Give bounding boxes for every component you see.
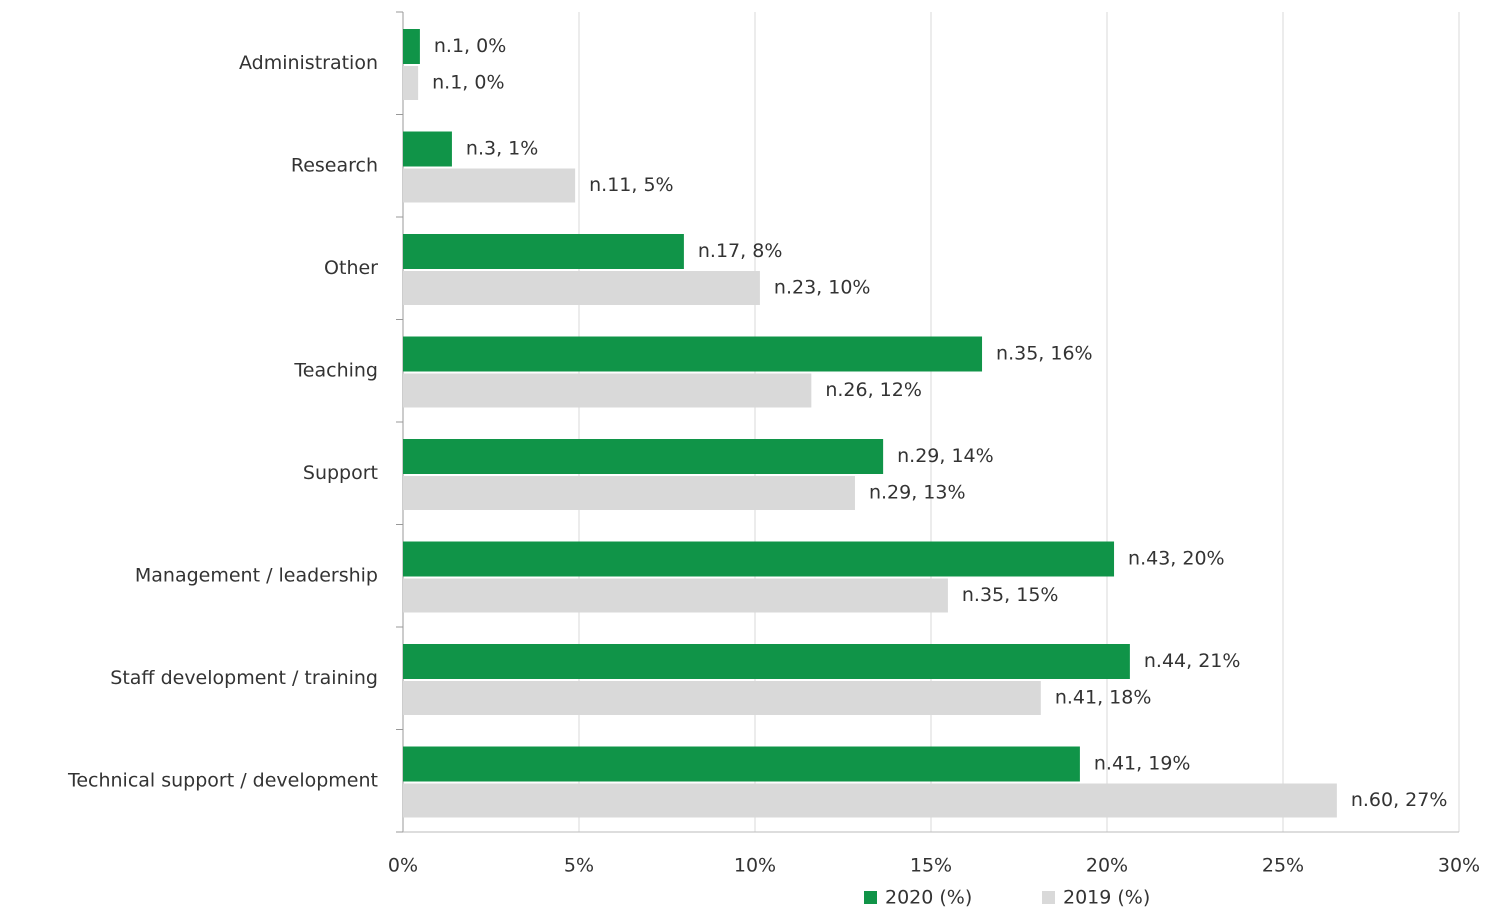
data-label: n.35, 16% xyxy=(996,343,1093,365)
legend-swatch xyxy=(1042,891,1055,904)
bar xyxy=(403,476,855,510)
bar xyxy=(403,271,760,305)
data-label: n.17, 8% xyxy=(698,240,782,262)
bar xyxy=(403,168,576,203)
bar xyxy=(403,29,420,64)
x-tick-label: 20% xyxy=(1086,855,1128,877)
legend-swatch xyxy=(864,891,877,904)
y-tick-label: Research xyxy=(291,154,378,176)
bar xyxy=(403,66,419,100)
y-tick-label: Staff development / training xyxy=(110,667,378,689)
bar xyxy=(403,234,684,269)
data-label: n.1, 0% xyxy=(434,35,506,57)
x-tick-label: 25% xyxy=(1262,855,1304,877)
legend-label: 2020 (%) xyxy=(885,887,972,909)
y-tick-label: Other xyxy=(324,257,378,279)
bar xyxy=(403,336,983,372)
bar xyxy=(403,746,1080,782)
data-label: n.44, 21% xyxy=(1144,650,1241,672)
data-label: n.11, 5% xyxy=(589,174,673,196)
x-tick-label: 5% xyxy=(564,855,594,877)
y-tick-label: Technical support / development xyxy=(67,769,378,791)
data-label: n.43, 20% xyxy=(1128,548,1225,570)
data-label: n.60, 27% xyxy=(1351,789,1448,811)
bar xyxy=(403,439,884,474)
data-label: n.41, 19% xyxy=(1094,753,1191,775)
x-tick-label: 0% xyxy=(388,855,418,877)
data-label: n.41, 18% xyxy=(1055,687,1152,709)
data-label: n.1, 0% xyxy=(432,72,504,94)
bar xyxy=(403,373,812,408)
y-tick-label: Teaching xyxy=(293,359,378,381)
data-label: n.29, 14% xyxy=(897,445,994,467)
data-label: n.3, 1% xyxy=(466,138,538,160)
x-tick-label: 15% xyxy=(910,855,952,877)
legend-label: 2019 (%) xyxy=(1063,887,1150,909)
data-label: n.29, 13% xyxy=(869,482,966,504)
y-tick-label: Administration xyxy=(239,52,378,74)
bar xyxy=(403,131,452,167)
x-tick-label: 10% xyxy=(734,855,776,877)
bar xyxy=(403,644,1130,679)
x-tick-label: 30% xyxy=(1438,855,1480,877)
bar xyxy=(403,783,1337,818)
data-label: n.23, 10% xyxy=(774,277,871,299)
data-label: n.26, 12% xyxy=(825,379,922,401)
y-tick-label: Management / leadership xyxy=(135,564,378,586)
data-label: n.35, 15% xyxy=(962,584,1059,606)
bar xyxy=(403,541,1115,577)
y-tick-label: Support xyxy=(303,462,378,484)
bar xyxy=(403,578,948,613)
bar xyxy=(403,681,1041,715)
